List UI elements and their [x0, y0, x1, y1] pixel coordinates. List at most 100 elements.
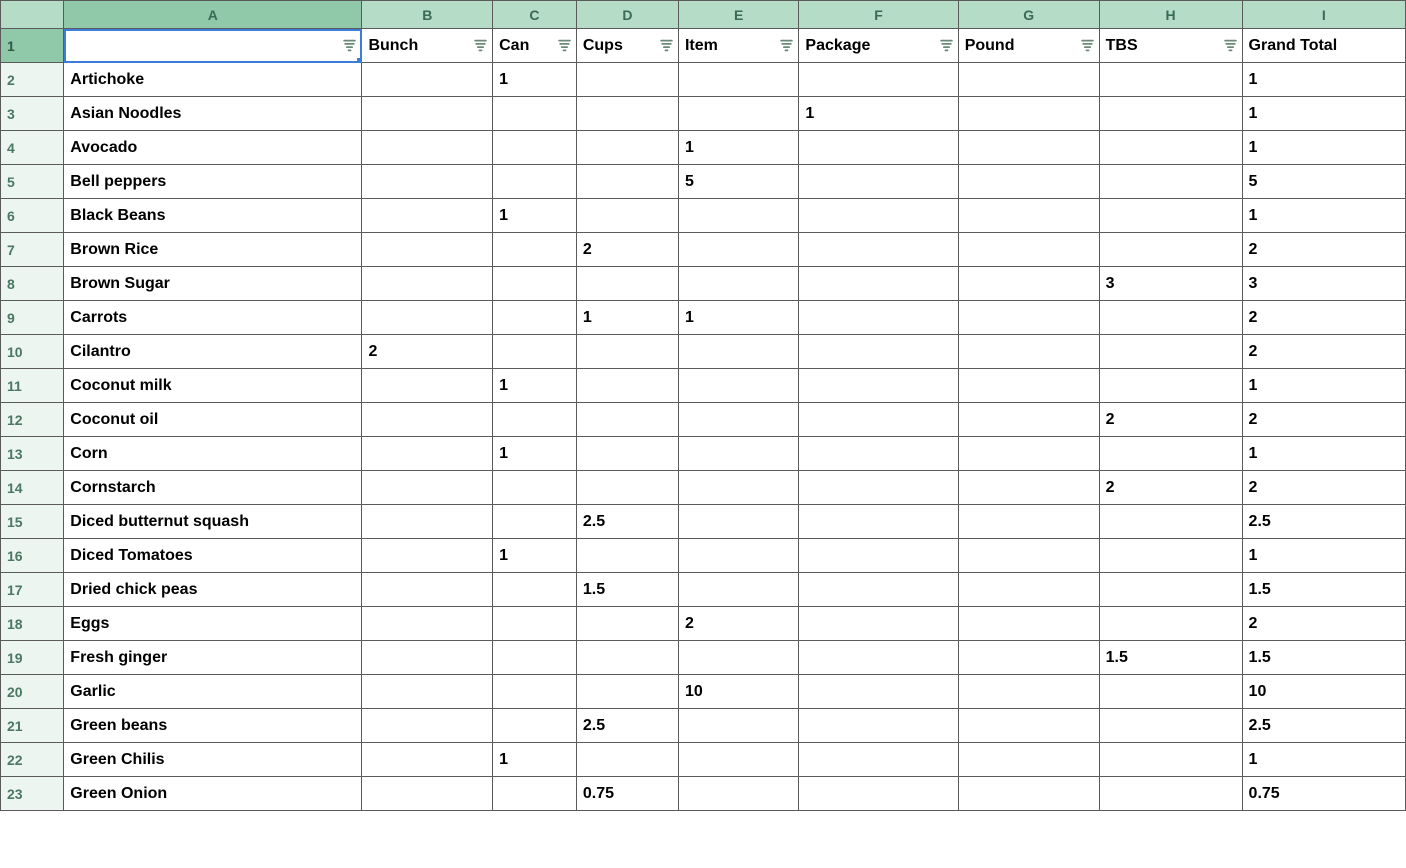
- cell-F2[interactable]: [799, 63, 958, 97]
- cell-A22[interactable]: Green Chilis: [64, 743, 362, 777]
- cell-C23[interactable]: [493, 777, 577, 811]
- cell-A11[interactable]: Coconut milk: [64, 369, 362, 403]
- cell-D4[interactable]: [576, 131, 678, 165]
- cell-G19[interactable]: [958, 641, 1099, 675]
- column-header-C[interactable]: C: [493, 1, 577, 29]
- cell-F5[interactable]: [799, 165, 958, 199]
- cell-G17[interactable]: [958, 573, 1099, 607]
- cell-B15[interactable]: [362, 505, 493, 539]
- cell-C19[interactable]: [493, 641, 577, 675]
- cell-G11[interactable]: [958, 369, 1099, 403]
- cell-G16[interactable]: [958, 539, 1099, 573]
- select-all-corner[interactable]: [1, 1, 64, 29]
- cell-I22[interactable]: 1: [1242, 743, 1405, 777]
- cell-C6[interactable]: 1: [493, 199, 577, 233]
- cell-E15[interactable]: [678, 505, 798, 539]
- cell-E9[interactable]: 1: [678, 301, 798, 335]
- cell-I9[interactable]: 2: [1242, 301, 1405, 335]
- cell-G4[interactable]: [958, 131, 1099, 165]
- row-header-8[interactable]: 8: [1, 267, 64, 301]
- cell-F20[interactable]: [799, 675, 958, 709]
- cell-E1[interactable]: Item: [678, 29, 798, 63]
- column-header-B[interactable]: B: [362, 1, 493, 29]
- cell-I8[interactable]: 3: [1242, 267, 1405, 301]
- cell-C20[interactable]: [493, 675, 577, 709]
- cell-I17[interactable]: 1.5: [1242, 573, 1405, 607]
- cell-F4[interactable]: [799, 131, 958, 165]
- cell-E14[interactable]: [678, 471, 798, 505]
- row-header-6[interactable]: 6: [1, 199, 64, 233]
- cell-F1[interactable]: Package: [799, 29, 958, 63]
- row-header-7[interactable]: 7: [1, 233, 64, 267]
- cell-G13[interactable]: [958, 437, 1099, 471]
- cell-I5[interactable]: 5: [1242, 165, 1405, 199]
- cell-D17[interactable]: 1.5: [576, 573, 678, 607]
- cell-A13[interactable]: Corn: [64, 437, 362, 471]
- cell-C17[interactable]: [493, 573, 577, 607]
- cell-H7[interactable]: [1099, 233, 1242, 267]
- filter-icon[interactable]: [1081, 39, 1094, 52]
- cell-A14[interactable]: Cornstarch: [64, 471, 362, 505]
- row-header-2[interactable]: 2: [1, 63, 64, 97]
- cell-D18[interactable]: [576, 607, 678, 641]
- cell-I15[interactable]: 2.5: [1242, 505, 1405, 539]
- cell-A4[interactable]: Avocado: [64, 131, 362, 165]
- cell-I2[interactable]: 1: [1242, 63, 1405, 97]
- cell-E23[interactable]: [678, 777, 798, 811]
- cell-I16[interactable]: 1: [1242, 539, 1405, 573]
- row-header-4[interactable]: 4: [1, 131, 64, 165]
- cell-C5[interactable]: [493, 165, 577, 199]
- row-header-3[interactable]: 3: [1, 97, 64, 131]
- cell-I12[interactable]: 2: [1242, 403, 1405, 437]
- cell-E11[interactable]: [678, 369, 798, 403]
- cell-E7[interactable]: [678, 233, 798, 267]
- cell-E21[interactable]: [678, 709, 798, 743]
- cell-H2[interactable]: [1099, 63, 1242, 97]
- cell-D3[interactable]: [576, 97, 678, 131]
- cell-B11[interactable]: [362, 369, 493, 403]
- row-header-19[interactable]: 19: [1, 641, 64, 675]
- cell-D9[interactable]: 1: [576, 301, 678, 335]
- cell-H19[interactable]: 1.5: [1099, 641, 1242, 675]
- cell-F22[interactable]: [799, 743, 958, 777]
- cell-C2[interactable]: 1: [493, 63, 577, 97]
- cell-E8[interactable]: [678, 267, 798, 301]
- cell-E12[interactable]: [678, 403, 798, 437]
- cell-G22[interactable]: [958, 743, 1099, 777]
- cell-I23[interactable]: 0.75: [1242, 777, 1405, 811]
- row-header-17[interactable]: 17: [1, 573, 64, 607]
- cell-I18[interactable]: 2: [1242, 607, 1405, 641]
- row-header-12[interactable]: 12: [1, 403, 64, 437]
- cell-G8[interactable]: [958, 267, 1099, 301]
- cell-D1[interactable]: Cups: [576, 29, 678, 63]
- cell-C21[interactable]: [493, 709, 577, 743]
- cell-H8[interactable]: 3: [1099, 267, 1242, 301]
- cell-C4[interactable]: [493, 131, 577, 165]
- cell-F9[interactable]: [799, 301, 958, 335]
- filter-icon[interactable]: [558, 39, 571, 52]
- cell-A12[interactable]: Coconut oil: [64, 403, 362, 437]
- cell-B20[interactable]: [362, 675, 493, 709]
- row-header-14[interactable]: 14: [1, 471, 64, 505]
- cell-G9[interactable]: [958, 301, 1099, 335]
- cell-B1[interactable]: Bunch: [362, 29, 493, 63]
- cell-B7[interactable]: [362, 233, 493, 267]
- cell-F10[interactable]: [799, 335, 958, 369]
- cell-F8[interactable]: [799, 267, 958, 301]
- cell-B4[interactable]: [362, 131, 493, 165]
- row-header-20[interactable]: 20: [1, 675, 64, 709]
- cell-H1[interactable]: TBS: [1099, 29, 1242, 63]
- cell-F3[interactable]: 1: [799, 97, 958, 131]
- cell-B9[interactable]: [362, 301, 493, 335]
- cell-A15[interactable]: Diced butternut squash: [64, 505, 362, 539]
- cell-F16[interactable]: [799, 539, 958, 573]
- cell-H12[interactable]: 2: [1099, 403, 1242, 437]
- cell-H15[interactable]: [1099, 505, 1242, 539]
- cell-G15[interactable]: [958, 505, 1099, 539]
- row-header-9[interactable]: 9: [1, 301, 64, 335]
- cell-C3[interactable]: [493, 97, 577, 131]
- cell-F15[interactable]: [799, 505, 958, 539]
- cell-B10[interactable]: 2: [362, 335, 493, 369]
- cell-F21[interactable]: [799, 709, 958, 743]
- cell-A8[interactable]: Brown Sugar: [64, 267, 362, 301]
